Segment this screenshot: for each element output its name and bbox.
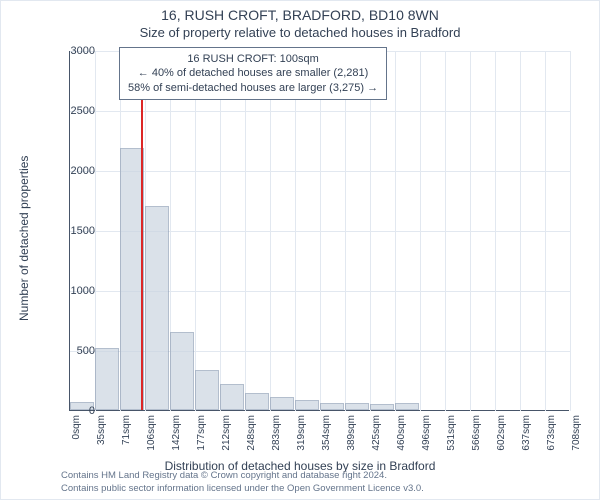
histogram-bar xyxy=(245,393,269,410)
gridline-v xyxy=(345,51,346,411)
y-tick-label: 2000 xyxy=(71,165,95,177)
histogram-bar xyxy=(320,403,344,410)
gridline-v xyxy=(370,51,371,411)
chart-area xyxy=(69,51,569,411)
gridline-v xyxy=(545,51,546,411)
footer: Contains HM Land Registry data © Crown c… xyxy=(61,470,424,495)
y-tick-label: 0 xyxy=(89,405,95,417)
gridline-v xyxy=(520,51,521,411)
x-tick-label: 673sqm xyxy=(546,415,557,451)
annotation-line1: 16 RUSH CROFT: 100sqm xyxy=(128,52,378,66)
y-tick-label: 1500 xyxy=(71,225,95,237)
x-tick-label: 531sqm xyxy=(446,415,457,451)
histogram-bar xyxy=(95,348,119,410)
gridline-v xyxy=(220,51,221,411)
gridline-v xyxy=(195,51,196,411)
x-tick-label: 602sqm xyxy=(496,415,507,451)
annotation-line2: ← 40% of detached houses are smaller (2,… xyxy=(128,66,378,80)
property-marker-line xyxy=(141,50,143,410)
x-tick-label: 35sqm xyxy=(96,415,107,445)
y-tick-label: 2500 xyxy=(71,105,95,117)
x-tick-label: 425sqm xyxy=(371,415,382,451)
histogram-bar xyxy=(220,384,244,410)
x-tick-label: 106sqm xyxy=(146,415,157,451)
chart-container: 16, RUSH CROFT, BRADFORD, BD10 8WN Size … xyxy=(0,0,600,500)
footer-line1: Contains HM Land Registry data © Crown c… xyxy=(61,470,424,482)
histogram-bar xyxy=(395,403,419,410)
x-tick-label: 283sqm xyxy=(271,415,282,451)
x-tick-label: 142sqm xyxy=(171,415,182,451)
gridline-v xyxy=(395,51,396,411)
x-tick-label: 566sqm xyxy=(471,415,482,451)
histogram-bar xyxy=(370,404,394,410)
x-tick-label: 354sqm xyxy=(321,415,332,451)
x-tick-label: 460sqm xyxy=(396,415,407,451)
histogram-bar xyxy=(195,370,219,410)
annotation-box: 16 RUSH CROFT: 100sqm ← 40% of detached … xyxy=(119,47,387,100)
x-tick-label: 71sqm xyxy=(121,415,132,445)
x-tick-label: 389sqm xyxy=(346,415,357,451)
gridline-v xyxy=(320,51,321,411)
y-tick-label: 500 xyxy=(77,345,95,357)
gridline-v xyxy=(470,51,471,411)
gridline-v xyxy=(445,51,446,411)
x-tick-label: 212sqm xyxy=(221,415,232,451)
histogram-bar xyxy=(145,206,169,410)
x-tick-label: 248sqm xyxy=(246,415,257,451)
y-tick-label: 3000 xyxy=(71,45,95,57)
histogram-bar xyxy=(345,403,369,410)
gridline-v xyxy=(420,51,421,411)
annotation-line3: 58% of semi-detached houses are larger (… xyxy=(128,81,378,95)
x-tick-label: 319sqm xyxy=(296,415,307,451)
plot-region xyxy=(69,51,569,411)
y-axis-label: Number of detached properties xyxy=(17,156,31,321)
y-tick-label: 1000 xyxy=(71,285,95,297)
footer-line2: Contains public sector information licen… xyxy=(61,483,424,495)
gridline-v xyxy=(495,51,496,411)
gridline-v xyxy=(295,51,296,411)
x-tick-label: 496sqm xyxy=(421,415,432,451)
gridline-v xyxy=(270,51,271,411)
x-tick-label: 708sqm xyxy=(571,415,582,451)
histogram-bar xyxy=(295,400,319,410)
gridline-v xyxy=(245,51,246,411)
histogram-bar xyxy=(170,332,194,410)
chart-title: 16, RUSH CROFT, BRADFORD, BD10 8WN xyxy=(1,1,599,23)
x-tick-label: 177sqm xyxy=(196,415,207,451)
x-tick-label: 637sqm xyxy=(521,415,532,451)
histogram-bar xyxy=(270,397,294,410)
x-tick-label: 0sqm xyxy=(71,415,82,439)
gridline-v xyxy=(570,51,571,411)
chart-subtitle: Size of property relative to detached ho… xyxy=(1,23,599,40)
